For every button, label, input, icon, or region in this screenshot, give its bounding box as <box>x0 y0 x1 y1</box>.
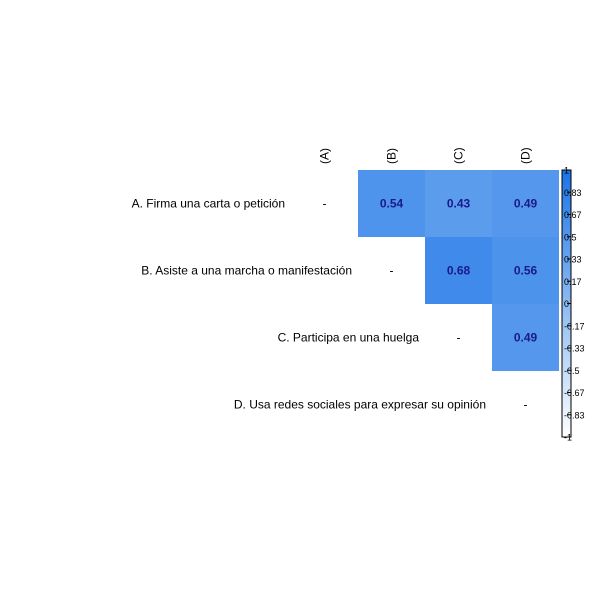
scale-tick-label-11: -0.83 <box>564 410 585 420</box>
heatmap-cell-2 <box>492 170 559 237</box>
heatmap-cell-5 <box>492 304 559 371</box>
diagonal-marker-3: - <box>524 398 528 412</box>
scale-tick-label-2: 0.67 <box>564 210 582 220</box>
cell-value-label-0: 0.54 <box>380 197 404 211</box>
column-label-1: (B) <box>385 148 399 164</box>
scale-tick-label-8: -0.33 <box>564 344 585 354</box>
row-label-2: C. Participa en una huelga <box>278 331 420 345</box>
scale-tick-label-4: 0.33 <box>564 255 582 265</box>
diagonal-marker-1: - <box>390 264 394 278</box>
cell-value-label-3: 0.68 <box>447 264 471 278</box>
heatmap-cell-4 <box>492 237 559 304</box>
cell-value-label-4: 0.56 <box>514 264 538 278</box>
scale-tick-label-12: -1 <box>564 433 572 443</box>
cell-value-labels: 0.54 0.43 0.49 0.68 0.56 0.49 <box>380 197 538 345</box>
column-labels: (A) (B) (C) (D) <box>318 147 533 164</box>
row-label-3: D. Usa redes sociales para expresar su o… <box>234 398 486 412</box>
scale-tick-label-5: 0.17 <box>564 277 582 287</box>
scale-tick-label-1: 0.83 <box>564 188 582 198</box>
scale-tick-label-0: 1 <box>564 166 569 176</box>
scale-tick-label-10: -0.67 <box>564 388 585 398</box>
diagonal-marker-2: - <box>457 331 461 345</box>
diagonal-marker-0: - <box>323 197 327 211</box>
heatmap-cell-3 <box>425 237 492 304</box>
column-label-0: (A) <box>318 148 332 164</box>
heatmap-cell-0 <box>358 170 425 237</box>
heatmap-cell-1 <box>425 170 492 237</box>
diagonal-markers: - - - - <box>323 197 528 412</box>
column-label-3: (D) <box>519 147 533 164</box>
color-scale-legend: 1 0.83 0.67 0.5 0.33 0.17 0 -0.17 -0.33 -0.5 -0.67… <box>561 166 585 443</box>
column-label-2: (C) <box>452 147 466 164</box>
row-label-1: B. Asiste a una marcha o manifestación <box>141 264 352 278</box>
scale-tick-label-9: -0.5 <box>564 366 580 376</box>
cell-value-label-2: 0.49 <box>514 197 538 211</box>
row-labels: A. Firma una carta o petición B. Asiste a… <box>132 197 486 412</box>
cell-value-label-1: 0.43 <box>447 197 471 211</box>
scale-tick-label-6: 0 <box>564 299 569 309</box>
scale-tick-label-3: 0.5 <box>564 232 577 242</box>
heatmap-cells <box>358 170 559 371</box>
scale-tick-label-7: -0.17 <box>564 321 585 331</box>
row-label-0: A. Firma una carta o petición <box>132 197 285 211</box>
cell-value-label-5: 0.49 <box>514 331 538 345</box>
